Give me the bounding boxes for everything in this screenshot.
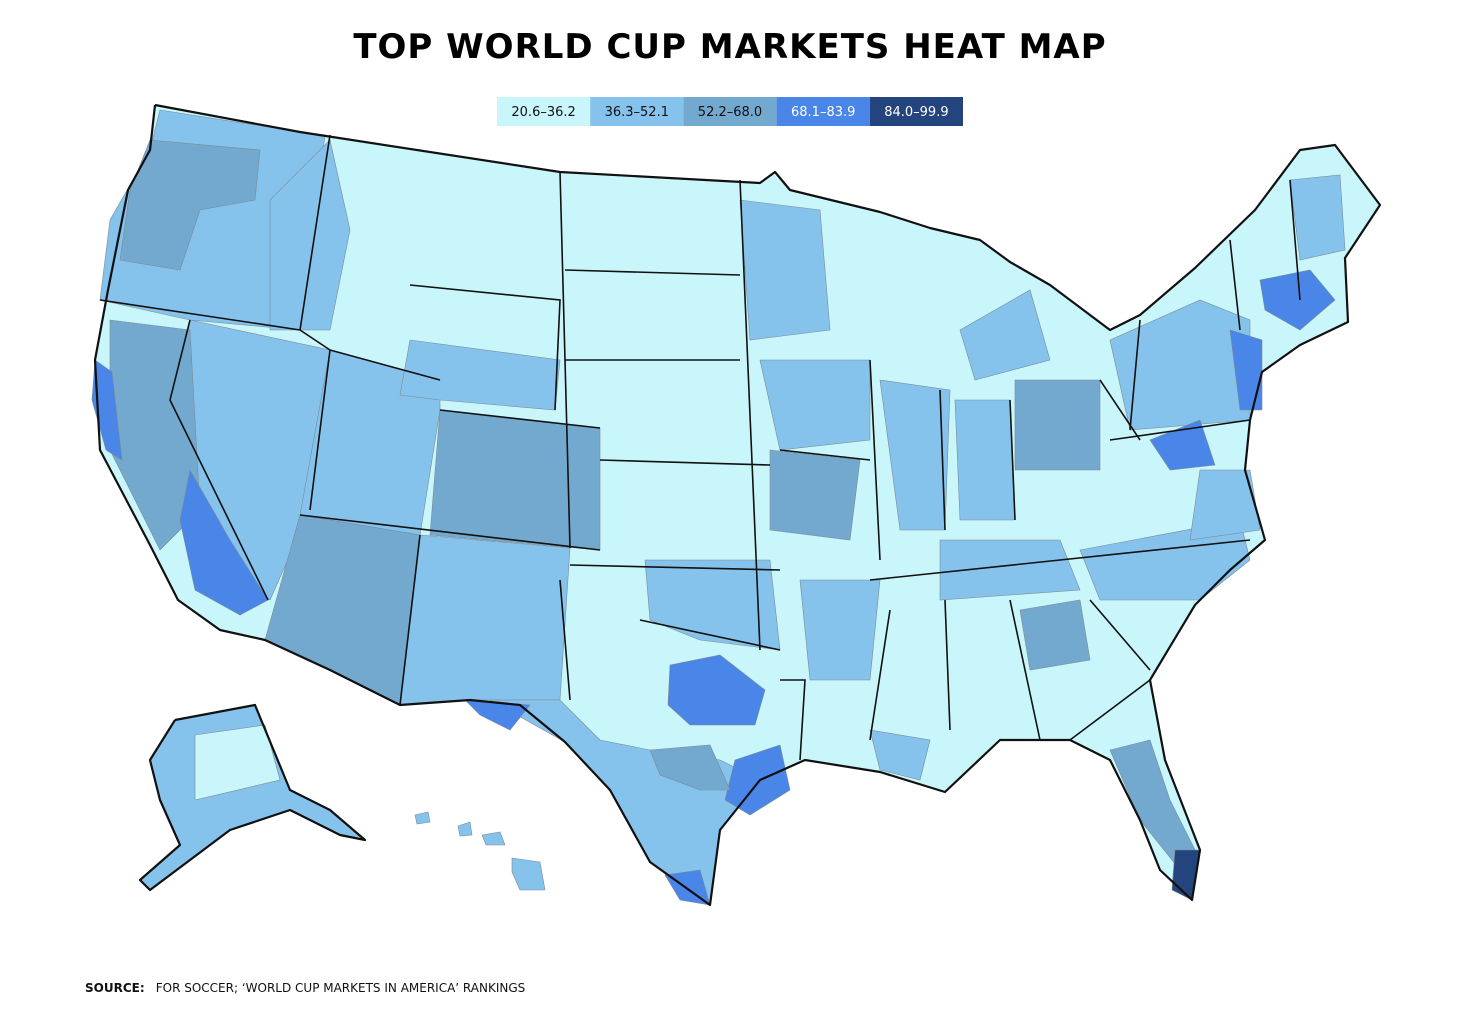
map-region [1259, 269, 1336, 331]
legend-label: 36.3–52.1 [605, 105, 669, 120]
map-region [399, 339, 561, 411]
legend: 20.6–36.2 36.3–52.1 52.2–68.0 68.1–83.9 84.0… [497, 97, 963, 126]
map-region [759, 359, 871, 451]
legend-swatch [869, 97, 963, 126]
legend-swatch [683, 97, 777, 126]
map-region [799, 579, 881, 681]
map-region [769, 449, 861, 541]
map-region [724, 744, 791, 816]
map [91, 103, 1382, 907]
map-region [649, 744, 731, 791]
map-region [1149, 419, 1216, 471]
map-region [269, 139, 351, 331]
legend-swatch [590, 97, 684, 126]
map-region [194, 724, 281, 801]
map-region [179, 469, 269, 616]
legend-label: 68.1–83.9 [791, 105, 855, 120]
map-region [1019, 599, 1091, 671]
map-region [954, 399, 1016, 521]
map-region [869, 729, 931, 781]
map-region [959, 289, 1051, 381]
source: SOURCE: FOR SOCCER; ‘WORLD CUP MARKETS I… [85, 977, 525, 996]
map-region [739, 199, 831, 341]
map-region [1014, 379, 1101, 471]
map-region [1289, 174, 1346, 261]
map-region [119, 139, 261, 271]
title: TOP WORLD CUP MARKETS HEAT MAP [353, 27, 1106, 67]
legend-swatch [776, 97, 870, 126]
map-region [457, 821, 473, 837]
map-region [939, 539, 1081, 601]
map-region [91, 359, 123, 461]
legend-label: 20.6–36.2 [511, 105, 575, 120]
map-region [1229, 329, 1263, 411]
state-borders [99, 134, 1301, 761]
map-region [1189, 469, 1261, 541]
map-region [414, 811, 431, 825]
map-region [429, 409, 601, 551]
map-region [399, 534, 571, 706]
map-region [481, 831, 506, 846]
country-border [93, 103, 1382, 907]
source-label: SOURCE: [85, 981, 145, 995]
source-text: FOR SOCCER; ‘WORLD CUP MARKETS IN AMERIC… [156, 981, 526, 995]
alaska-border [138, 703, 367, 892]
legend-label: 52.2–68.0 [698, 105, 762, 120]
legend-swatch [497, 97, 591, 126]
map-region [667, 654, 766, 726]
legend-label: 84.0–99.9 [884, 105, 948, 120]
map-region [511, 857, 546, 891]
